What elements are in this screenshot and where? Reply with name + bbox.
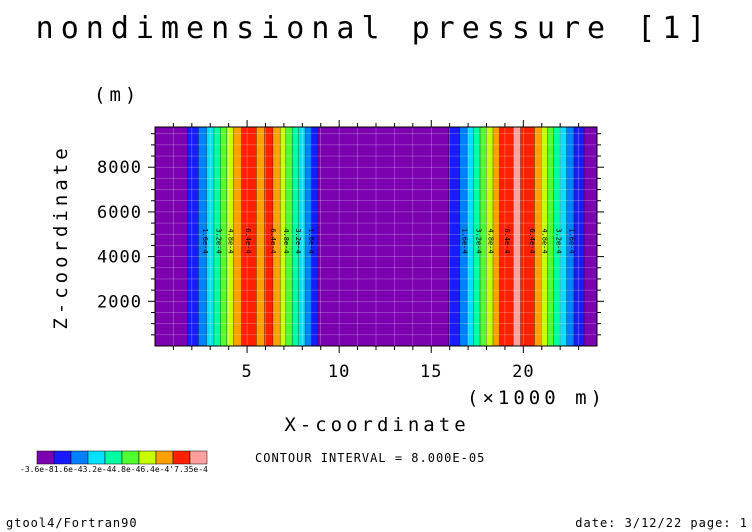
contour-value-label-13: 4.8e-4 (541, 228, 549, 253)
contour-band-26 (499, 127, 514, 346)
contour-value-label-6: 3.2e-4 (294, 228, 302, 253)
contour-value-label-3: 6.4e-4 (244, 228, 252, 253)
grid-lines (155, 127, 597, 346)
contour-value-label-12: 6.4e-4 (528, 228, 536, 253)
contour-band-35 (573, 127, 585, 346)
contour-value-label-5: 4.8e-4 (282, 228, 290, 253)
contour-band-33 (560, 127, 568, 346)
contour-value-label-14: 3.2e-4 (554, 228, 562, 253)
y-tick-label-4000: 4000 (97, 248, 142, 268)
colorbar-swatch-1 (53, 450, 72, 465)
contour-band-28 (520, 127, 535, 346)
contour-band-27 (513, 127, 521, 346)
colorbar-swatch-4 (104, 450, 123, 465)
footer-date-page: date: 3/12/22 page: 1 (575, 516, 748, 530)
contour-band-6 (226, 127, 234, 346)
contour-band-23 (480, 127, 487, 346)
contour-fill-bands (155, 127, 598, 346)
contour-value-label-9: 3.2e-4 (474, 228, 482, 253)
contour-band-20 (459, 127, 468, 346)
colorbar-tick-labels: -3.6e-81.6e-43.2e-44.8e-46.4e-4'7.35e-4 (20, 465, 208, 474)
contour-value-label-8: 1.6e-4 (461, 228, 469, 253)
contour-band-25 (492, 127, 500, 346)
contour-band-7 (233, 127, 242, 346)
contour-band-22 (473, 127, 481, 346)
contour-band-30 (541, 127, 548, 346)
plot-area: 1.6e-4 3.2e-4 4.8e-4 6.4e-4 6.4e-4 4.8e-4 3.2e… (97, 120, 604, 382)
contour-band-32 (553, 127, 561, 346)
colorbar-swatch-5 (121, 450, 140, 465)
contour-band-8 (241, 127, 257, 346)
contour-band-11 (272, 127, 281, 346)
contour-band-15 (298, 127, 306, 346)
y-unit-label: (m) (94, 84, 140, 106)
y-axis-ticks: 2000 4000 6000 8000 (97, 133, 604, 336)
colorbar-swatch-3 (87, 450, 106, 465)
colorbar-swatch-8 (172, 450, 191, 465)
contour-band-10 (264, 127, 274, 346)
colorbar (36, 450, 208, 465)
x-tick-label-20: 20 (512, 362, 534, 382)
contour-band-36 (584, 127, 598, 346)
contour-value-label-4: 6.4e-4 (269, 228, 277, 253)
contour-band-14 (292, 127, 300, 346)
contour-band-29 (534, 127, 543, 346)
contour-band-13 (285, 127, 293, 346)
x-unit-label: (×1000 m) (467, 387, 606, 409)
colorbar-swatch-7 (155, 450, 174, 465)
contour-band-31 (547, 127, 555, 346)
contour-band-17 (311, 127, 319, 346)
colorbar-swatch-0 (36, 450, 55, 465)
contour-band-3 (206, 127, 215, 346)
x-tick-label-5: 5 (241, 362, 252, 382)
colorbar-swatch-2 (70, 450, 89, 465)
chart-title: nondimensional pressure [1] (36, 11, 713, 46)
contour-band-19 (448, 127, 461, 346)
x-axis-ticks: 5 10 15 20 (172, 120, 580, 382)
contour-band-12 (280, 127, 287, 346)
contour-band-24 (486, 127, 494, 346)
contour-label-group: 1.6e-4 3.2e-4 4.8e-4 6.4e-4 6.4e-4 4.8e-4 3.2e… (201, 228, 575, 253)
contour-value-label-11: 6.4e-4 (503, 228, 511, 253)
contour-value-label-10: 4.8e-4 (486, 228, 494, 253)
footer-program-name: gtool4/Fortran90 (6, 516, 138, 530)
contour-band-2 (198, 127, 207, 346)
contour-band-9 (256, 127, 265, 346)
contour-band-16 (305, 127, 312, 346)
x-tick-label-10: 10 (328, 362, 350, 382)
contour-value-label-7: 1.6e-4 (307, 228, 315, 253)
y-axis-label: Z-coordinate (50, 144, 72, 329)
contour-band-34 (566, 127, 575, 346)
colorbar-swatch-9 (189, 450, 208, 465)
y-tick-label-8000: 8000 (97, 158, 142, 178)
y-tick-label-2000: 2000 (97, 292, 142, 312)
contour-band-4 (213, 127, 221, 346)
contour-value-label-1: 3.2e-4 (215, 228, 223, 253)
y-tick-label-6000: 6000 (97, 203, 142, 223)
x-axis-label: X-coordinate (284, 414, 469, 436)
contour-band-18 (317, 127, 450, 346)
contour-band-0 (155, 127, 188, 346)
contour-value-label-2: 4.8e-4 (227, 228, 235, 253)
colorbar-swatch-6 (138, 450, 157, 465)
contour-band-1 (187, 127, 199, 346)
contour-band-21 (467, 127, 475, 346)
contour-interval-text: CONTOUR INTERVAL = 8.000E-05 (255, 451, 485, 465)
contour-band-5 (220, 127, 228, 346)
contour-value-label-15: 1.6e-4 (567, 228, 575, 253)
contour-value-label-0: 1.6e-4 (201, 228, 209, 253)
x-tick-label-15: 15 (420, 362, 442, 382)
